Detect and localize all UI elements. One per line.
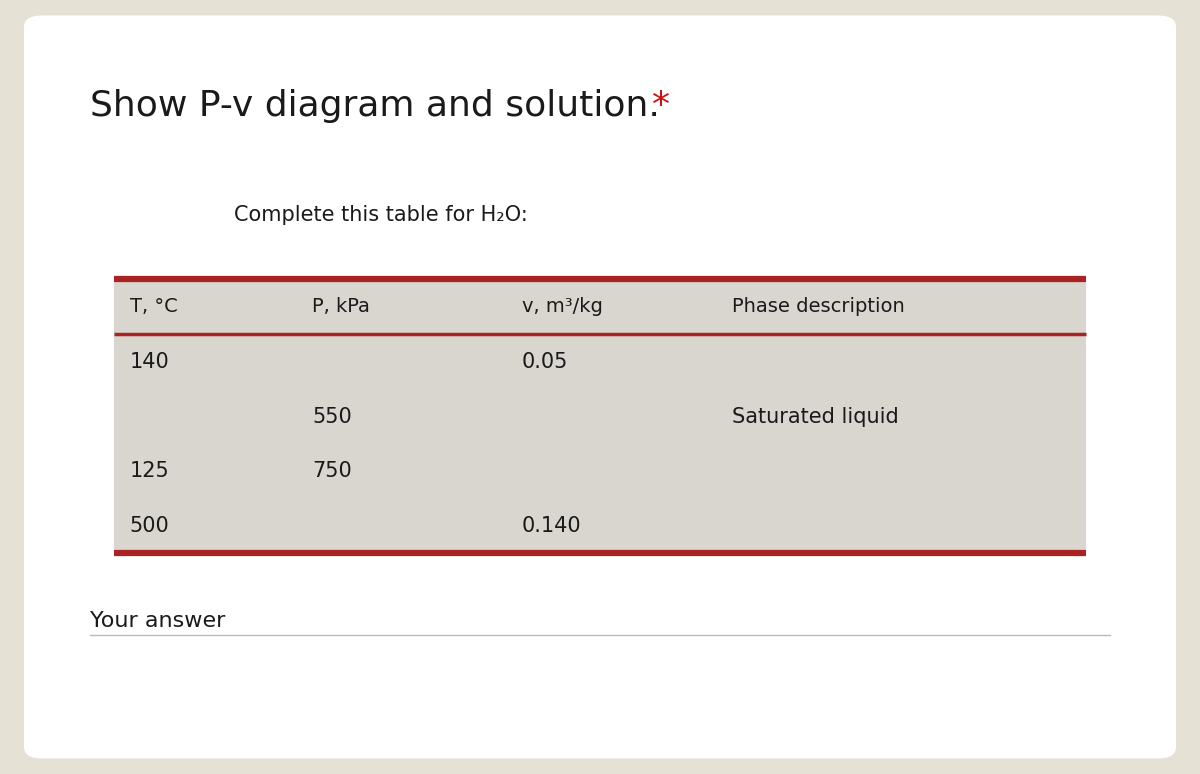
Text: 125: 125 <box>130 461 169 481</box>
FancyBboxPatch shape <box>24 15 1176 759</box>
Text: Your answer: Your answer <box>90 611 226 632</box>
Text: Saturated liquid: Saturated liquid <box>732 406 899 426</box>
Text: *: * <box>652 89 670 123</box>
Text: P, kPa: P, kPa <box>312 297 370 316</box>
Text: Complete this table for H₂O:: Complete this table for H₂O: <box>234 205 528 225</box>
Text: 550: 550 <box>312 406 352 426</box>
Text: 0.05: 0.05 <box>522 351 569 372</box>
Text: v, m³/kg: v, m³/kg <box>522 297 602 316</box>
Text: 500: 500 <box>130 516 169 536</box>
Text: 0.140: 0.140 <box>522 516 582 536</box>
Text: 750: 750 <box>312 461 352 481</box>
Text: T, °C: T, °C <box>130 297 178 316</box>
Text: Phase description: Phase description <box>732 297 905 316</box>
Text: Show P-v diagram and solution.: Show P-v diagram and solution. <box>90 89 660 123</box>
Text: 140: 140 <box>130 351 169 372</box>
Bar <box>114 279 1086 553</box>
